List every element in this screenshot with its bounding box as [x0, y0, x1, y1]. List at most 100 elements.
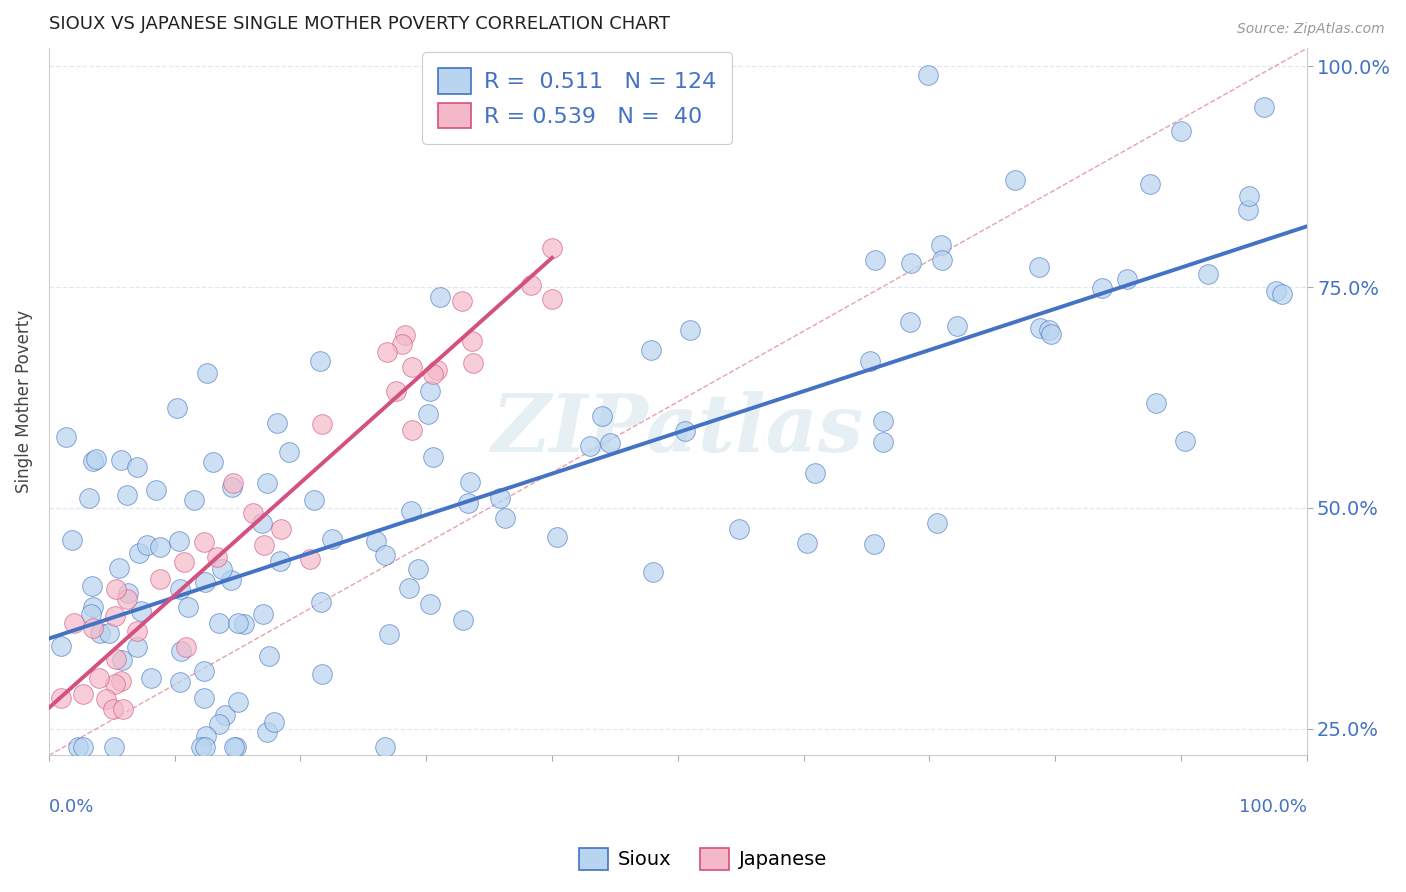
- Point: [125, 624, 148, 638]
- Point: [640, 343, 662, 358]
- Point: [63, 616, 86, 631]
- Point: [190, 739, 212, 754]
- Point: [929, 238, 952, 252]
- Point: [108, 560, 131, 574]
- Point: [136, 538, 159, 552]
- Point: [579, 439, 602, 453]
- Point: [1029, 321, 1052, 335]
- Point: [169, 644, 191, 658]
- Legend: Sioux, Japanese: Sioux, Japanese: [571, 839, 835, 878]
- Point: [256, 475, 278, 490]
- Point: [796, 536, 818, 550]
- Point: [193, 535, 215, 549]
- Point: [311, 417, 333, 431]
- Point: [214, 708, 236, 723]
- Point: [169, 582, 191, 597]
- Point: [195, 729, 218, 743]
- Point: [117, 592, 139, 607]
- Point: [298, 552, 321, 566]
- Point: [925, 516, 948, 530]
- Point: [105, 582, 128, 597]
- Legend: R =  0.511   N = 124, R = 0.539   N =  40: R = 0.511 N = 124, R = 0.539 N = 40: [422, 53, 733, 144]
- Y-axis label: Single Mother Poverty: Single Mother Poverty: [15, 310, 32, 493]
- Point: [931, 252, 953, 267]
- Point: [520, 277, 543, 292]
- Point: [208, 716, 231, 731]
- Point: [1038, 323, 1060, 337]
- Point: [422, 368, 444, 382]
- Point: [374, 739, 396, 754]
- Point: [174, 640, 197, 654]
- Point: [173, 555, 195, 569]
- Point: [541, 292, 564, 306]
- Point: [222, 739, 245, 754]
- Point: [222, 475, 245, 490]
- Point: [72, 739, 94, 754]
- Point: [311, 666, 333, 681]
- Point: [167, 534, 190, 549]
- Point: [401, 360, 423, 375]
- Point: [321, 533, 343, 547]
- Point: [195, 366, 218, 380]
- Point: [419, 384, 441, 398]
- Point: [111, 701, 134, 715]
- Point: [183, 493, 205, 508]
- Point: [451, 293, 474, 308]
- Point: [375, 344, 398, 359]
- Point: [242, 506, 264, 520]
- Point: [51, 691, 73, 706]
- Point: [82, 600, 104, 615]
- Point: [489, 491, 512, 505]
- Point: [104, 609, 127, 624]
- Point: [77, 491, 100, 505]
- Point: [391, 337, 413, 351]
- Point: [60, 533, 83, 547]
- Text: 100.0%: 100.0%: [1239, 797, 1306, 816]
- Point: [270, 522, 292, 536]
- Point: [398, 581, 420, 595]
- Point: [169, 675, 191, 690]
- Point: [205, 549, 228, 564]
- Point: [461, 334, 484, 349]
- Point: [591, 409, 613, 423]
- Point: [149, 540, 172, 554]
- Point: [546, 531, 568, 545]
- Point: [128, 546, 150, 560]
- Point: [451, 613, 474, 627]
- Point: [84, 451, 107, 466]
- Point: [1197, 268, 1219, 282]
- Point: [1139, 178, 1161, 192]
- Point: [202, 455, 225, 469]
- Point: [945, 319, 967, 334]
- Point: [89, 625, 111, 640]
- Point: [145, 483, 167, 497]
- Point: [401, 423, 423, 437]
- Text: Source: ZipAtlas.com: Source: ZipAtlas.com: [1237, 22, 1385, 37]
- Point: [177, 600, 200, 615]
- Point: [49, 639, 72, 653]
- Point: [166, 401, 188, 416]
- Point: [82, 454, 104, 468]
- Point: [149, 572, 172, 586]
- Point: [399, 504, 422, 518]
- Point: [193, 664, 215, 678]
- Point: [1237, 202, 1260, 217]
- Point: [101, 701, 124, 715]
- Point: [1040, 326, 1063, 341]
- Point: [804, 466, 827, 480]
- Point: [1115, 272, 1137, 286]
- Point: [1271, 287, 1294, 301]
- Point: [193, 691, 215, 706]
- Point: [422, 450, 444, 464]
- Point: [110, 674, 132, 689]
- Point: [872, 414, 894, 428]
- Point: [1174, 434, 1197, 448]
- Point: [541, 242, 564, 256]
- Point: [66, 739, 89, 754]
- Point: [859, 354, 882, 368]
- Point: [219, 573, 242, 587]
- Point: [309, 595, 332, 609]
- Point: [226, 615, 249, 630]
- Point: [103, 739, 125, 754]
- Point: [208, 616, 231, 631]
